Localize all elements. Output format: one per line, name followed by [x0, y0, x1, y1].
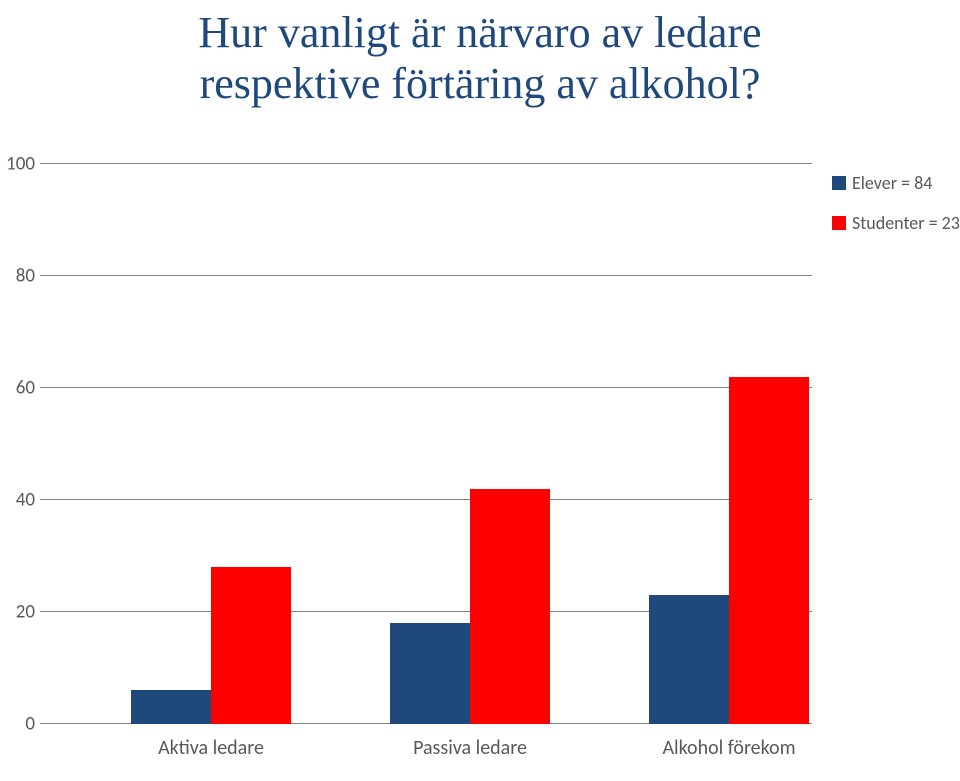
legend-item: Studenter = 23 [832, 212, 960, 234]
bar-chart: 020406080100Aktiva ledarePassiva ledareA… [40, 164, 812, 724]
gridline [40, 275, 812, 276]
legend-swatch [832, 176, 846, 190]
bar [649, 595, 729, 724]
chart-legend: Elever = 84 Studenter = 23 [832, 172, 960, 252]
title-line-1: Hur vanligt är närvaro av ledare [0, 8, 960, 59]
bar [390, 623, 470, 724]
page: Hur vanligt är närvaro av ledare respekt… [0, 0, 960, 781]
x-category-label: Passiva ledare [370, 736, 570, 760]
bar [470, 489, 550, 724]
y-tick-label: 0 [3, 713, 35, 736]
title-line-2: respektive förtäring av alkohol? [0, 59, 960, 110]
page-title: Hur vanligt är närvaro av ledare respekt… [0, 8, 960, 109]
y-tick-label: 60 [3, 377, 35, 400]
legend-label: Studenter = 23 [852, 212, 960, 234]
bar [131, 690, 211, 724]
gridline [40, 499, 812, 500]
gridline [40, 163, 812, 164]
legend-swatch [832, 216, 846, 230]
x-category-label: Aktiva ledare [111, 736, 311, 760]
bar [729, 377, 809, 724]
bar [211, 567, 291, 724]
y-tick-label: 100 [3, 153, 35, 176]
y-tick-label: 20 [3, 601, 35, 624]
gridline [40, 387, 812, 388]
legend-label: Elever = 84 [852, 172, 932, 194]
y-tick-label: 80 [3, 265, 35, 288]
x-category-label: Alkohol förekom [629, 736, 829, 760]
legend-item: Elever = 84 [832, 172, 960, 194]
y-tick-label: 40 [3, 489, 35, 512]
